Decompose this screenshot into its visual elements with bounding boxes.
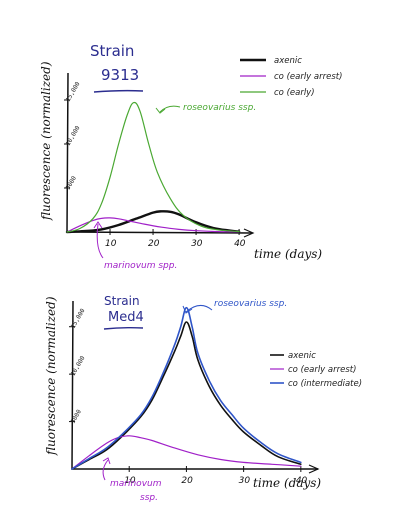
legend-label-co-early: co (early) — [274, 88, 315, 98]
x-tick-label: 40 — [234, 239, 246, 249]
y-axis-title: fluorescence (normalized) — [39, 61, 53, 221]
series-lines — [65, 101, 241, 234]
x-tick-label: 30 — [239, 476, 251, 486]
annotation-roseovarius-leader — [159, 105, 181, 113]
annotation-roseovarius-arrowhead — [182, 305, 193, 314]
annotation-marinovum-ssp-text: ssp. — [140, 493, 158, 503]
annotation-marinovum-leader — [102, 459, 109, 481]
series-line-co-early-arrest — [66, 217, 240, 233]
annotation-marinovum-arrowhead — [93, 221, 103, 229]
title-strain-number: 9313 — [101, 66, 139, 84]
series-line-axenic — [71, 321, 302, 470]
x-tick-label: 20 — [148, 239, 160, 249]
y-axis-title: fluorescence (normalized) — [44, 296, 58, 456]
legend: axenic co (early arrest) co (intermediat… — [270, 351, 362, 389]
x-tick-label: 10 — [124, 476, 136, 486]
x-axis-title: time (days) — [253, 476, 321, 490]
chart-title: Strain Med4 — [103, 294, 144, 330]
legend-label-axenic: axenic — [274, 56, 302, 66]
annotation-roseovarius: roseovarius ssp. — [155, 103, 256, 114]
legend: axenic co (early arrest) co (early) — [240, 56, 342, 98]
legend-label-co-intermediate: co (intermediate) — [288, 379, 362, 389]
annotation-roseovarius-text: roseovarius ssp. — [214, 299, 287, 309]
title-underline — [103, 326, 144, 330]
annotation-marinovum-leader — [96, 223, 104, 259]
legend-label-co-early-arrest: co (early arrest) — [288, 365, 356, 375]
annotation-roseovarius-leader — [185, 305, 213, 313]
series-lines — [71, 306, 302, 470]
x-axis-title: time (days) — [254, 247, 322, 261]
series-line-axenic — [65, 210, 241, 234]
series-line-co-early — [66, 101, 240, 233]
x-tick-label: 30 — [191, 239, 203, 249]
title-strain-label: Strain — [90, 42, 134, 60]
annotation-marinovum-text: marinovum — [110, 479, 162, 489]
annotation-marinovum: marinovum ssp. — [102, 457, 162, 503]
series-line-co-intermediate — [71, 306, 302, 470]
annotation-marinovum-text: marinovum spp. — [104, 261, 177, 271]
legend-label-axenic: axenic — [288, 351, 316, 361]
title-strain-label: Strain — [104, 294, 140, 308]
x-tick-label: 10 — [105, 239, 117, 249]
chart-title: Strain 9313 — [90, 42, 144, 93]
x-tick-label: 40 — [296, 476, 308, 486]
series-line-co-early-arrest — [71, 435, 302, 470]
annotation-roseovarius-arrowhead — [155, 107, 166, 114]
legend-label-co-early-arrest: co (early arrest) — [274, 72, 342, 82]
annotation-marinovum: marinovum spp. — [93, 221, 177, 271]
annotation-marinovum-arrowhead — [102, 457, 111, 465]
title-underline — [93, 89, 144, 93]
annotation-roseovarius-text: roseovarius ssp. — [183, 103, 256, 113]
x-ticks: 10 20 30 40 — [105, 229, 246, 249]
x-tick-label: 20 — [181, 476, 193, 486]
x-axis-arrow — [243, 228, 255, 238]
x-axis-arrow — [308, 464, 320, 474]
title-strain-number: Med4 — [108, 310, 144, 325]
annotation-roseovarius: roseovarius ssp. — [182, 299, 287, 314]
x-ticks: 10 20 30 40 — [124, 466, 308, 486]
